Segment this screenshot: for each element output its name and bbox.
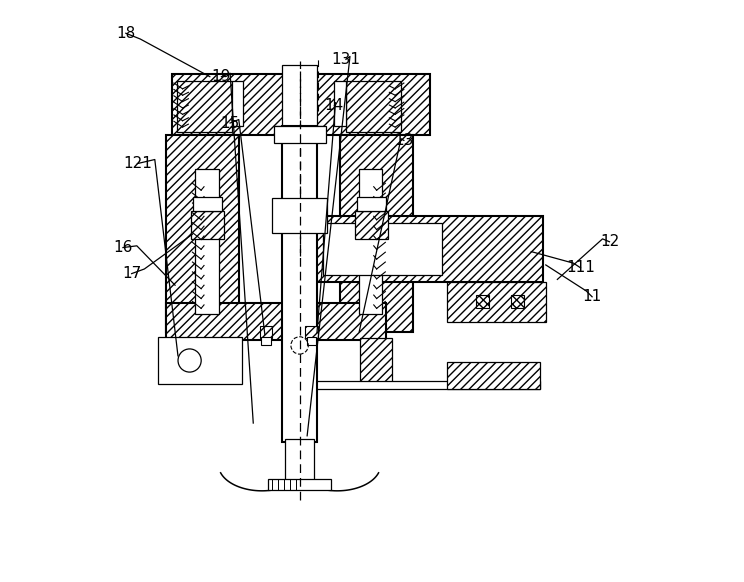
Bar (196, 169, 219, 314)
Bar (158, 338, 242, 384)
Bar (275, 126, 324, 140)
Text: 19: 19 (212, 69, 231, 84)
Bar (282, 126, 317, 442)
Bar (167, 134, 239, 332)
Bar (193, 197, 222, 211)
Bar (190, 211, 224, 239)
Bar (260, 326, 272, 339)
Bar (261, 338, 271, 346)
Bar (355, 211, 388, 239)
Bar (272, 198, 327, 233)
Bar (314, 381, 540, 389)
Bar (232, 81, 243, 126)
Text: 16: 16 (113, 240, 132, 255)
Bar (476, 295, 489, 308)
Bar (447, 361, 540, 389)
Bar (346, 81, 401, 132)
Bar (340, 134, 412, 332)
Bar (359, 169, 382, 314)
Text: 15: 15 (220, 115, 240, 130)
Bar (357, 197, 386, 211)
Bar (511, 295, 524, 308)
Bar (307, 338, 316, 346)
Bar (172, 74, 430, 134)
Text: 11: 11 (583, 289, 602, 304)
Text: 18: 18 (116, 26, 135, 41)
Bar (268, 479, 332, 489)
Text: 121: 121 (123, 156, 152, 171)
Bar (323, 223, 441, 275)
Bar (447, 282, 546, 322)
Bar (282, 65, 317, 134)
Bar (274, 126, 326, 143)
Bar (285, 439, 314, 482)
Text: 17: 17 (122, 266, 141, 281)
Text: 111: 111 (566, 260, 595, 275)
Text: 12: 12 (600, 235, 619, 249)
Bar (177, 81, 232, 132)
Bar (360, 339, 392, 384)
Text: 14: 14 (324, 98, 344, 113)
Bar (314, 333, 317, 340)
Bar (334, 81, 346, 126)
Bar (314, 216, 543, 282)
Bar (305, 326, 318, 339)
Text: 13: 13 (394, 133, 414, 148)
Bar (167, 303, 386, 340)
Text: 131: 131 (331, 52, 360, 67)
